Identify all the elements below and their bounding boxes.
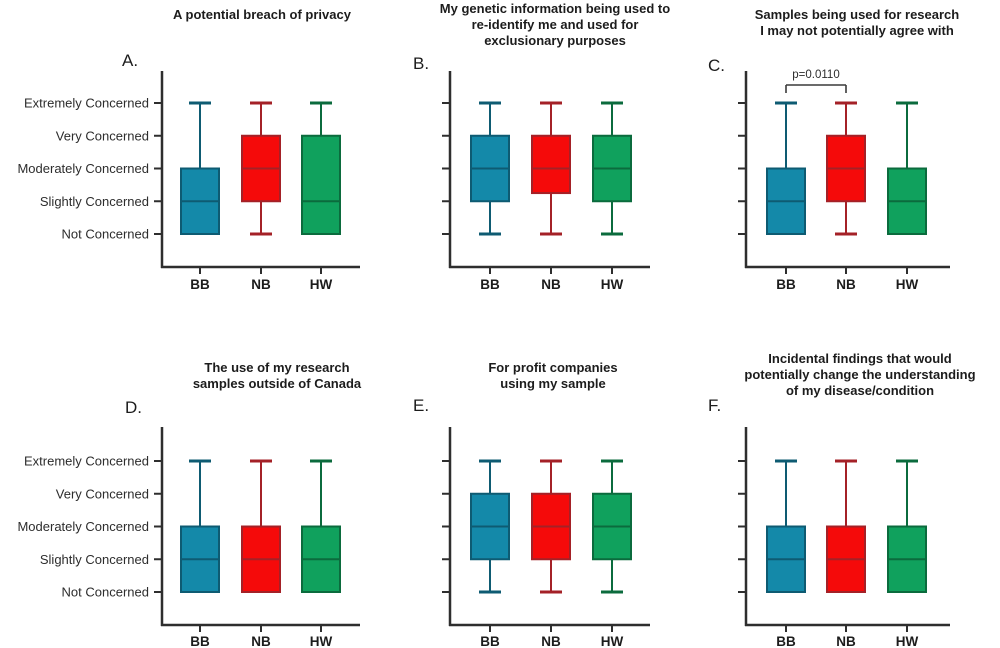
x-tick-label: BB xyxy=(190,277,210,292)
box-NB xyxy=(826,459,866,593)
panel-f-letter: F. xyxy=(708,396,722,415)
x-tick-label: NB xyxy=(541,634,561,648)
panel-d-letter: D. xyxy=(125,398,142,417)
y-tick-label: Extremely Concerned xyxy=(24,454,149,469)
x-tick-label: HW xyxy=(601,277,624,292)
panel-c-title: Samples being used for research I may no… xyxy=(754,7,960,38)
box-HW xyxy=(887,101,927,235)
panel-a-plot: Extremely Concerned Very Concerned Moderat… xyxy=(17,71,360,292)
panel-b-letter: B. xyxy=(413,54,430,73)
x-tick-label: BB xyxy=(776,634,796,648)
x-tick-label: NB xyxy=(251,634,271,648)
box-NB xyxy=(531,459,571,594)
box-BB xyxy=(470,101,510,236)
panel-b-title: My genetic information being used to re-… xyxy=(439,1,671,48)
box-HW xyxy=(887,459,927,593)
x-tick-label: HW xyxy=(896,634,919,648)
x-tick-label: HW xyxy=(896,277,919,292)
x-tick-label: HW xyxy=(310,277,333,292)
box-HW xyxy=(301,459,341,593)
y-tick-label: Slightly Concerned xyxy=(40,552,149,567)
panel-d-title: The use of my research samples outside o… xyxy=(192,360,362,391)
box-BB xyxy=(180,101,220,235)
box-NB xyxy=(531,101,571,236)
x-tick-label: BB xyxy=(480,634,500,648)
box-NB xyxy=(826,101,866,236)
y-tick-label: Very Concerned xyxy=(56,128,149,143)
x-tick-label: BB xyxy=(480,277,500,292)
box-NB xyxy=(241,101,281,236)
box-NB xyxy=(241,459,281,593)
panel-c-letter: C. xyxy=(708,56,725,75)
x-tick-label: BB xyxy=(776,277,796,292)
panel-e-plot: BB NB HW xyxy=(442,427,650,648)
panel-f-plot: BB NB HW xyxy=(738,427,950,648)
significance-bracket: p=0.0110 xyxy=(785,69,847,93)
y-tick-label: Moderately Concerned xyxy=(17,519,149,534)
box-BB xyxy=(766,101,806,235)
y-tick-label: Not Concerned xyxy=(62,227,149,242)
panel-a-title: A potential breach of privacy xyxy=(173,7,351,22)
box-BB xyxy=(470,459,510,594)
y-tick-label: Slightly Concerned xyxy=(40,194,149,209)
panel-e-letter: E. xyxy=(413,396,430,415)
iqr-box xyxy=(301,134,341,235)
x-tick-label: NB xyxy=(836,634,856,648)
y-tick-label: Not Concerned xyxy=(62,585,149,600)
x-tick-label: HW xyxy=(310,634,333,648)
p-value-label: p=0.0110 xyxy=(792,69,839,81)
box-BB xyxy=(766,459,806,593)
box-HW xyxy=(592,101,632,236)
panel-b-plot: BB NB HW xyxy=(442,71,650,292)
y-tick-label: Very Concerned xyxy=(56,486,149,501)
x-tick-label: NB xyxy=(836,277,856,292)
iqr-box xyxy=(531,134,571,195)
x-tick-label: HW xyxy=(601,634,624,648)
panel-d-plot: Extremely Concerned Very Concerned Moderat… xyxy=(17,427,360,648)
y-tick-label: Extremely Concerned xyxy=(24,96,149,111)
x-tick-label: NB xyxy=(541,277,561,292)
panel-e-title: For profit companies using my sample xyxy=(488,360,618,391)
panel-f-title: Incidental findings that would potential… xyxy=(744,351,976,398)
panel-a-letter: A. xyxy=(122,51,139,70)
box-HW xyxy=(592,459,632,594)
box-BB xyxy=(180,459,220,593)
x-tick-label: BB xyxy=(190,634,210,648)
panel-c-plot: BB NB HW p=0.0110 xyxy=(738,69,950,292)
x-tick-label: NB xyxy=(251,277,271,292)
y-tick-label: Moderately Concerned xyxy=(17,161,149,176)
box-HW xyxy=(301,101,341,235)
